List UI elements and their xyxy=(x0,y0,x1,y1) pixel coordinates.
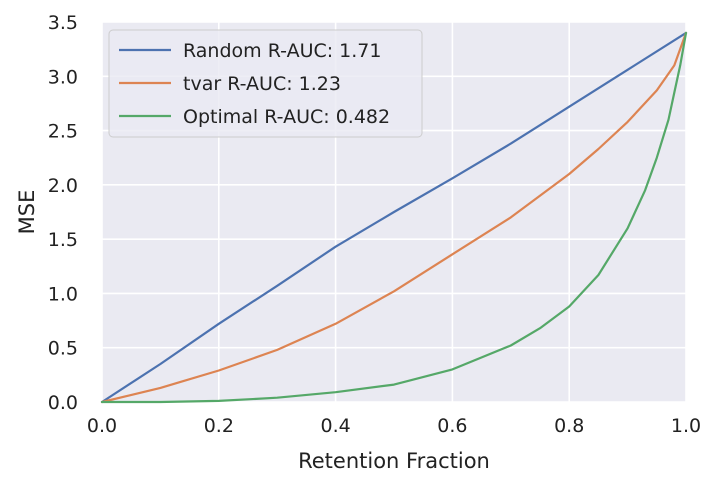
legend-frame xyxy=(108,29,423,138)
legend-entry-0: Random R-AUC: 1.71 xyxy=(183,40,382,62)
y-tick-label: 0.0 xyxy=(48,392,78,414)
y-tick-label: 3.0 xyxy=(48,66,78,88)
y-tick-label: 3.5 xyxy=(48,12,78,34)
series-lines xyxy=(100,31,688,404)
legend: Random R-AUC: 1.71 tvar R-AUC: 1.23 Optima… xyxy=(108,29,423,138)
x-tick-label: 0.4 xyxy=(320,415,350,437)
x-tick-label: 0.8 xyxy=(554,415,584,437)
y-tick-label: 1.0 xyxy=(48,283,78,305)
y-tick-label: 1.5 xyxy=(48,229,78,251)
y-axis-label: MSE xyxy=(15,190,39,235)
legend-entry-1: tvar R-AUC: 1.23 xyxy=(183,73,341,95)
series-line-2 xyxy=(100,31,688,404)
y-tick-label: 2.0 xyxy=(48,175,78,197)
series-line-1 xyxy=(100,31,688,404)
series-line-0 xyxy=(100,31,688,404)
legend-entry-2: Optimal R-AUC: 0.482 xyxy=(183,106,390,128)
tick-labels: 0.0 0.2 0.4 0.6 0.8 1.0 0.0 0.5 1.0 1.5 2.0 2.5 3.0 3… xyxy=(48,12,701,437)
x-tick-label: 1.0 xyxy=(671,415,701,437)
x-tick-label: 0.2 xyxy=(204,415,234,437)
x-tick-label: 0.0 xyxy=(87,415,117,437)
y-tick-label: 0.5 xyxy=(48,338,78,360)
y-tick-label: 2.5 xyxy=(48,121,78,143)
x-axis-label: Retention Fraction xyxy=(298,449,490,473)
x-tick-label: 0.6 xyxy=(437,415,467,437)
